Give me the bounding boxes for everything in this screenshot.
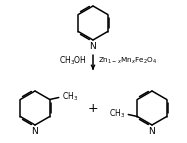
Text: CH$_3$: CH$_3$ bbox=[109, 107, 125, 120]
Text: CH$_3$: CH$_3$ bbox=[62, 90, 78, 103]
Text: CH$_3$OH: CH$_3$OH bbox=[59, 55, 87, 67]
Text: N: N bbox=[149, 127, 155, 136]
Text: N: N bbox=[90, 42, 96, 51]
Text: N: N bbox=[32, 127, 38, 136]
Text: +: + bbox=[88, 102, 98, 115]
Text: Zn$_{1-x}$Mn$_x$Fe$_2$O$_4$: Zn$_{1-x}$Mn$_x$Fe$_2$O$_4$ bbox=[98, 56, 157, 66]
